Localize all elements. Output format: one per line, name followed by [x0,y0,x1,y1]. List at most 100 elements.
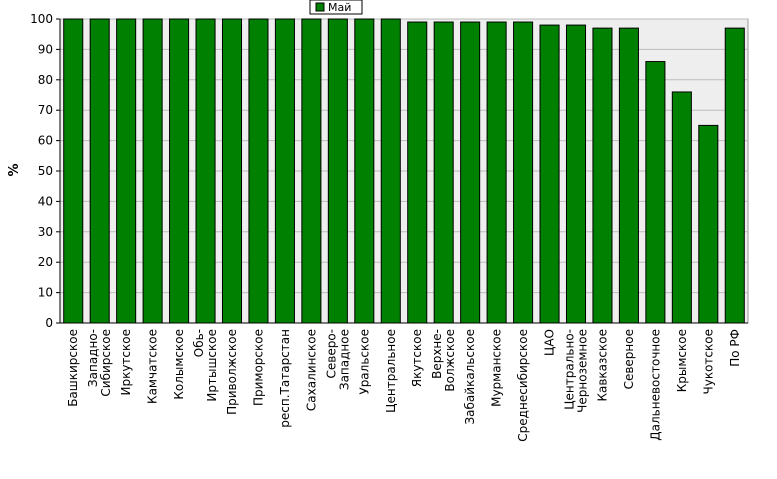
x-tick-label: Чукотское [701,329,715,394]
y-tick-label: 0 [45,316,53,330]
x-tick-label-group: Западно- Сибирское [86,329,113,397]
legend: Май [309,0,363,15]
x-tick-label-group: Центрально- Черноземное [563,329,590,413]
bar [116,18,137,324]
x-tick-label-group: Северо- Западное [324,329,351,390]
x-tick-label-group: Колымское [172,329,186,400]
bar [433,21,454,324]
x-tick-label: Приволжское [225,329,239,415]
bar [698,124,719,324]
y-axis-label: % [7,163,22,176]
x-tick-label: Верхне- [430,329,444,379]
bar [169,18,190,324]
x-tick-label-group: Камчатское [146,329,160,404]
x-tick-label: Кавказское [595,329,609,402]
bar [565,24,587,324]
x-tick-label: Иртышское [205,329,219,402]
x-tick-label: Иркутское [119,329,133,396]
x-tick-label-group: Иркутское [119,329,133,396]
bar [195,18,216,324]
x-tick-label: Приморское [251,329,265,406]
x-tick-label-group: ЦАО [543,329,557,356]
y-tick-label: 100 [30,12,53,26]
bar [539,24,560,324]
x-tick-label: Обь- [192,329,206,357]
legend-swatch-may [315,2,325,12]
x-tick-label: Сахалинское [304,329,318,411]
x-tick-label-group: Приморское [251,329,265,406]
x-tick-label-group: Обь- Иртышское [192,329,219,402]
bar [592,27,613,324]
x-tick-label: ЦАО [543,329,557,356]
x-tick-label: Дальневосточное [648,329,662,441]
y-tick-label: 10 [38,286,53,300]
x-tick-label-group: респ.Татарстан [278,329,292,428]
y-tick-label: 40 [38,194,53,208]
bar [460,21,481,324]
x-tick-label: Волжское [443,329,457,392]
bar [301,18,322,324]
x-tick-label-group: Крымское [675,329,689,392]
y-tick-label: 90 [38,42,53,56]
x-tick-label: Центральное [384,329,398,413]
x-tick-label: Уральское [357,329,371,395]
x-tick-label-group: Кавказское [595,329,609,402]
x-tick-label: Северо- [324,329,338,379]
y-tick-label: 20 [38,255,53,269]
x-tick-label-group: Приволжское [225,329,239,415]
bar [486,21,507,324]
x-tick-label: Среднесибирское [516,329,530,442]
x-tick-label: Черноземное [576,329,590,413]
bar [671,91,692,324]
x-tick-label: Камчатское [146,329,160,404]
bar [142,18,163,324]
bar [274,18,295,324]
bar [327,18,348,324]
y-tick-label: 50 [38,164,53,178]
x-tick-label: Крымское [675,329,689,392]
x-tick-label-group: Уральское [357,329,371,395]
bar [354,18,375,324]
x-tick-label: Центрально- [563,329,577,410]
x-tick-label-group: Среднесибирское [516,329,530,442]
x-tick-label: Якутское [410,329,424,387]
x-tick-label-group: Сахалинское [304,329,318,411]
x-tick-label-group: Якутское [410,329,424,387]
y-tick-label: 70 [38,103,53,117]
x-tick-label-group: Башкирское [66,329,80,407]
x-tick-label: Сибирское [99,329,113,397]
bar [407,21,428,324]
x-tick-label-group: Верхне- Волжское [430,329,457,392]
legend-label-may: Май [328,1,351,14]
bar [645,61,666,324]
x-tick-label-group: Северное [622,329,636,389]
x-tick-label: респ.Татарстан [278,329,292,428]
bar [63,18,84,324]
x-tick-label: По РФ [728,329,742,367]
x-tick-label: Западно- [86,329,100,387]
x-tick-label: Забайкальское [463,329,477,425]
x-tick-label: Западное [337,329,351,390]
x-tick-label-group: Чукотское [701,329,715,394]
y-tick-label: 30 [38,225,53,239]
x-tick-label-group: По РФ [728,329,742,367]
x-tick-label-group: Центральное [384,329,398,413]
y-tick-label: 60 [38,134,53,148]
bar [618,27,639,324]
x-tick-label: Северное [622,329,636,389]
bar [380,18,401,324]
bar [724,27,745,324]
bar [513,21,534,324]
x-tick-label-group: Забайкальское [463,329,477,425]
x-tick-label-group: Мурманское [490,329,504,407]
bar [221,18,243,324]
y-tick-label: 80 [38,73,53,87]
x-tick-label: Башкирское [66,329,80,407]
x-tick-label-group: Дальневосточное [648,329,662,441]
x-tick-label: Мурманское [490,329,504,407]
x-tick-label: Колымское [172,329,186,400]
bar [248,18,269,324]
bar [89,18,110,324]
